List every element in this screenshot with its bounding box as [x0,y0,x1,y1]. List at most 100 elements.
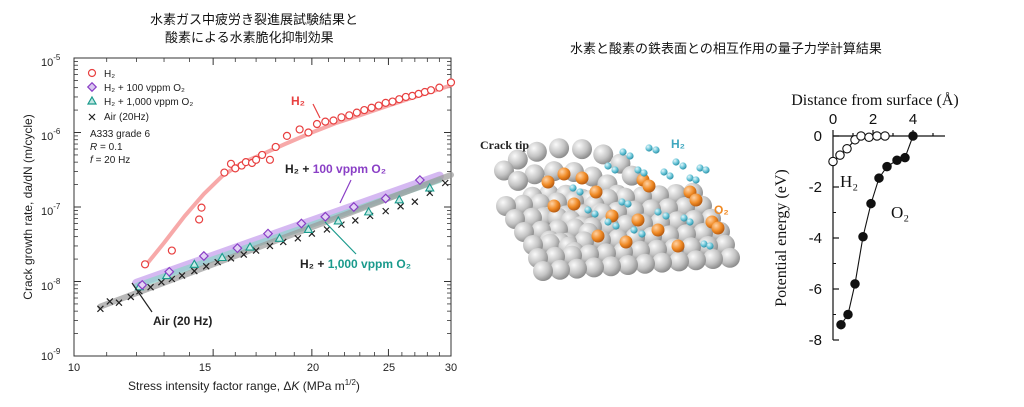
point-o2-1000 [394,194,405,204]
point-h2 [321,117,330,126]
point-o2 [866,198,876,209]
point-air [382,207,390,215]
point-h2 [257,150,267,160]
point-o2-1000 [217,252,228,262]
h-atom [640,169,648,177]
o2-molecule-label: O₂ [714,203,729,217]
h-atom [576,188,584,196]
point-air [178,272,186,280]
y-tick-label: -8 [809,332,822,349]
h-atom [652,146,660,154]
legend-label-h2: H₂ [104,69,115,80]
point-h2 [220,168,229,177]
series-label-o2: O₂ [891,203,909,222]
point-h2 [304,128,313,137]
annotation-h2-leader [312,103,321,119]
fe-atom [550,259,570,280]
h-atom [654,208,662,216]
point-h2 [271,142,280,152]
point-air [323,226,331,233]
fe-atom [507,149,528,170]
material-label: A333 grade 6 [90,129,150,140]
potential-energy-chart: Distance from surface (Å) 0 -2 -4 -6 -8 … [773,91,959,349]
point-h2 [282,131,292,141]
annotation-air-leader [131,282,153,313]
h-atom [662,212,670,220]
right-title: 水素と酸素の鉄表面との相互作用の量子力学計算結果 [570,42,882,57]
point-o2 [908,131,918,141]
h-atom [569,184,577,192]
h-atom [630,226,638,234]
point-h2 [345,111,354,120]
trend-lines [97,83,454,310]
svg-text:10-8: 10-8 [41,277,61,293]
legend-marker-o2-1000 [86,95,98,105]
point-h2 [395,95,404,104]
y-tick-labels: 0 -2 -4 -6 -8 [809,128,822,349]
h-atom [700,240,708,248]
point-h2 [872,131,882,141]
point-o2-1000 [189,259,200,268]
point-o2-100 [232,243,243,254]
h-atom [591,210,599,218]
h-atom [645,144,653,152]
fe-atom [524,164,545,185]
point-h2 [367,103,376,112]
h-atom [584,206,592,214]
h-atom [680,214,688,222]
point-o2 [892,155,902,165]
legend-label-air: Air (20Hz) [104,112,149,123]
h-atom [702,166,710,174]
fe-atom [508,170,529,191]
h-atom [619,148,627,156]
o-atom [557,167,571,181]
point-o2 [900,152,910,163]
point-h2 [251,155,261,164]
svg-text:10-6: 10-6 [41,127,61,143]
point-air [411,198,419,206]
o-atom [711,221,725,235]
point-h2 [880,131,890,141]
fe-atom [493,160,514,181]
point-air [202,262,210,270]
point-h2 [360,105,369,115]
atom-cluster [493,138,740,281]
x-tick-label: 2 [869,111,877,128]
energy-chart-top-label: Distance from surface (Å) [791,91,958,109]
x-tick-label: 30 [445,362,457,374]
fe-atom [572,139,593,160]
point-o2-100 [320,211,331,222]
point-h2 [167,246,176,255]
point-h2 [265,155,275,164]
annotation-o2-1000-leader [324,221,357,255]
h-atom [706,242,714,250]
legend-marker-h2 [87,68,97,78]
point-o2-1000 [245,241,255,251]
point-air [115,299,123,307]
point-h2 [401,92,410,102]
point-h2 [388,97,397,106]
point-air [441,179,449,187]
point-h2 [864,132,874,143]
x-axis-title: Stress intensity factor range, ΔK (MPa m… [128,378,360,393]
h-atom [696,164,704,172]
fe-atom [533,261,553,281]
x-tick-label: 25 [383,362,395,374]
fe-atom [593,144,614,165]
point-o2 [882,161,892,172]
point-air [252,247,260,255]
o-atom [547,199,561,213]
h-atom [604,162,612,170]
point-o2-1000 [424,182,435,192]
h-atom [660,168,668,176]
point-o2-100 [380,193,391,204]
h-atom [618,198,626,206]
point-o2-1000 [333,215,344,225]
x-tick-label: 20 [307,362,319,374]
test-conditions: A333 grade 6 R = 0.1 f = 20 Hz [90,129,150,166]
x-tick-label: 10 [68,362,80,374]
point-air [294,234,302,242]
point-air [351,217,359,224]
x-tick-labels: 10 15 20 25 30 [68,362,457,374]
o-atom [642,179,656,193]
